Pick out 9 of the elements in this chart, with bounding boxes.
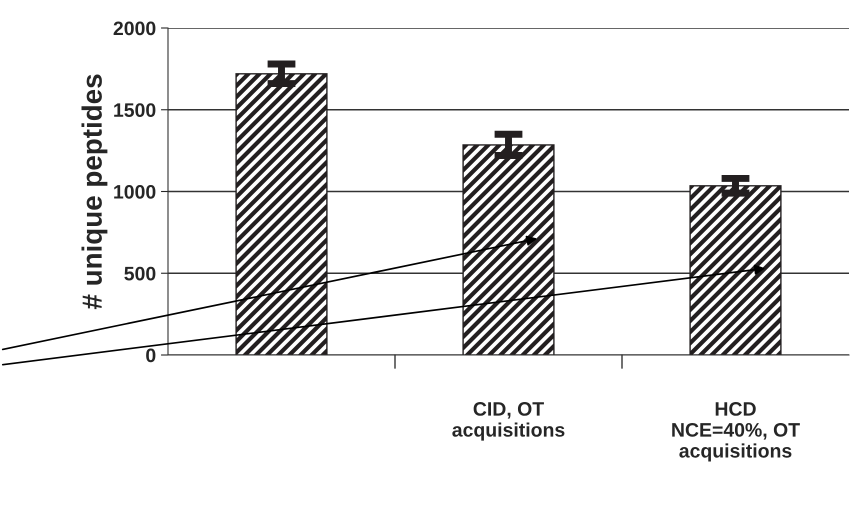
x-tick-label: CID, OT acquisitions bbox=[452, 402, 564, 441]
y-tick-label: 0 bbox=[146, 348, 156, 362]
y-axis-title: # unique peptides bbox=[81, 74, 108, 310]
x-tick-label: HCD NCE=40%, OT acquisitions bbox=[672, 402, 800, 462]
y-tick-label: 1000 bbox=[114, 184, 156, 199]
y-tick-label: 500 bbox=[124, 266, 156, 280]
y-tick-label: 1500 bbox=[114, 103, 156, 117]
bar bbox=[689, 185, 782, 355]
y-tick-label: 2000 bbox=[114, 21, 156, 36]
